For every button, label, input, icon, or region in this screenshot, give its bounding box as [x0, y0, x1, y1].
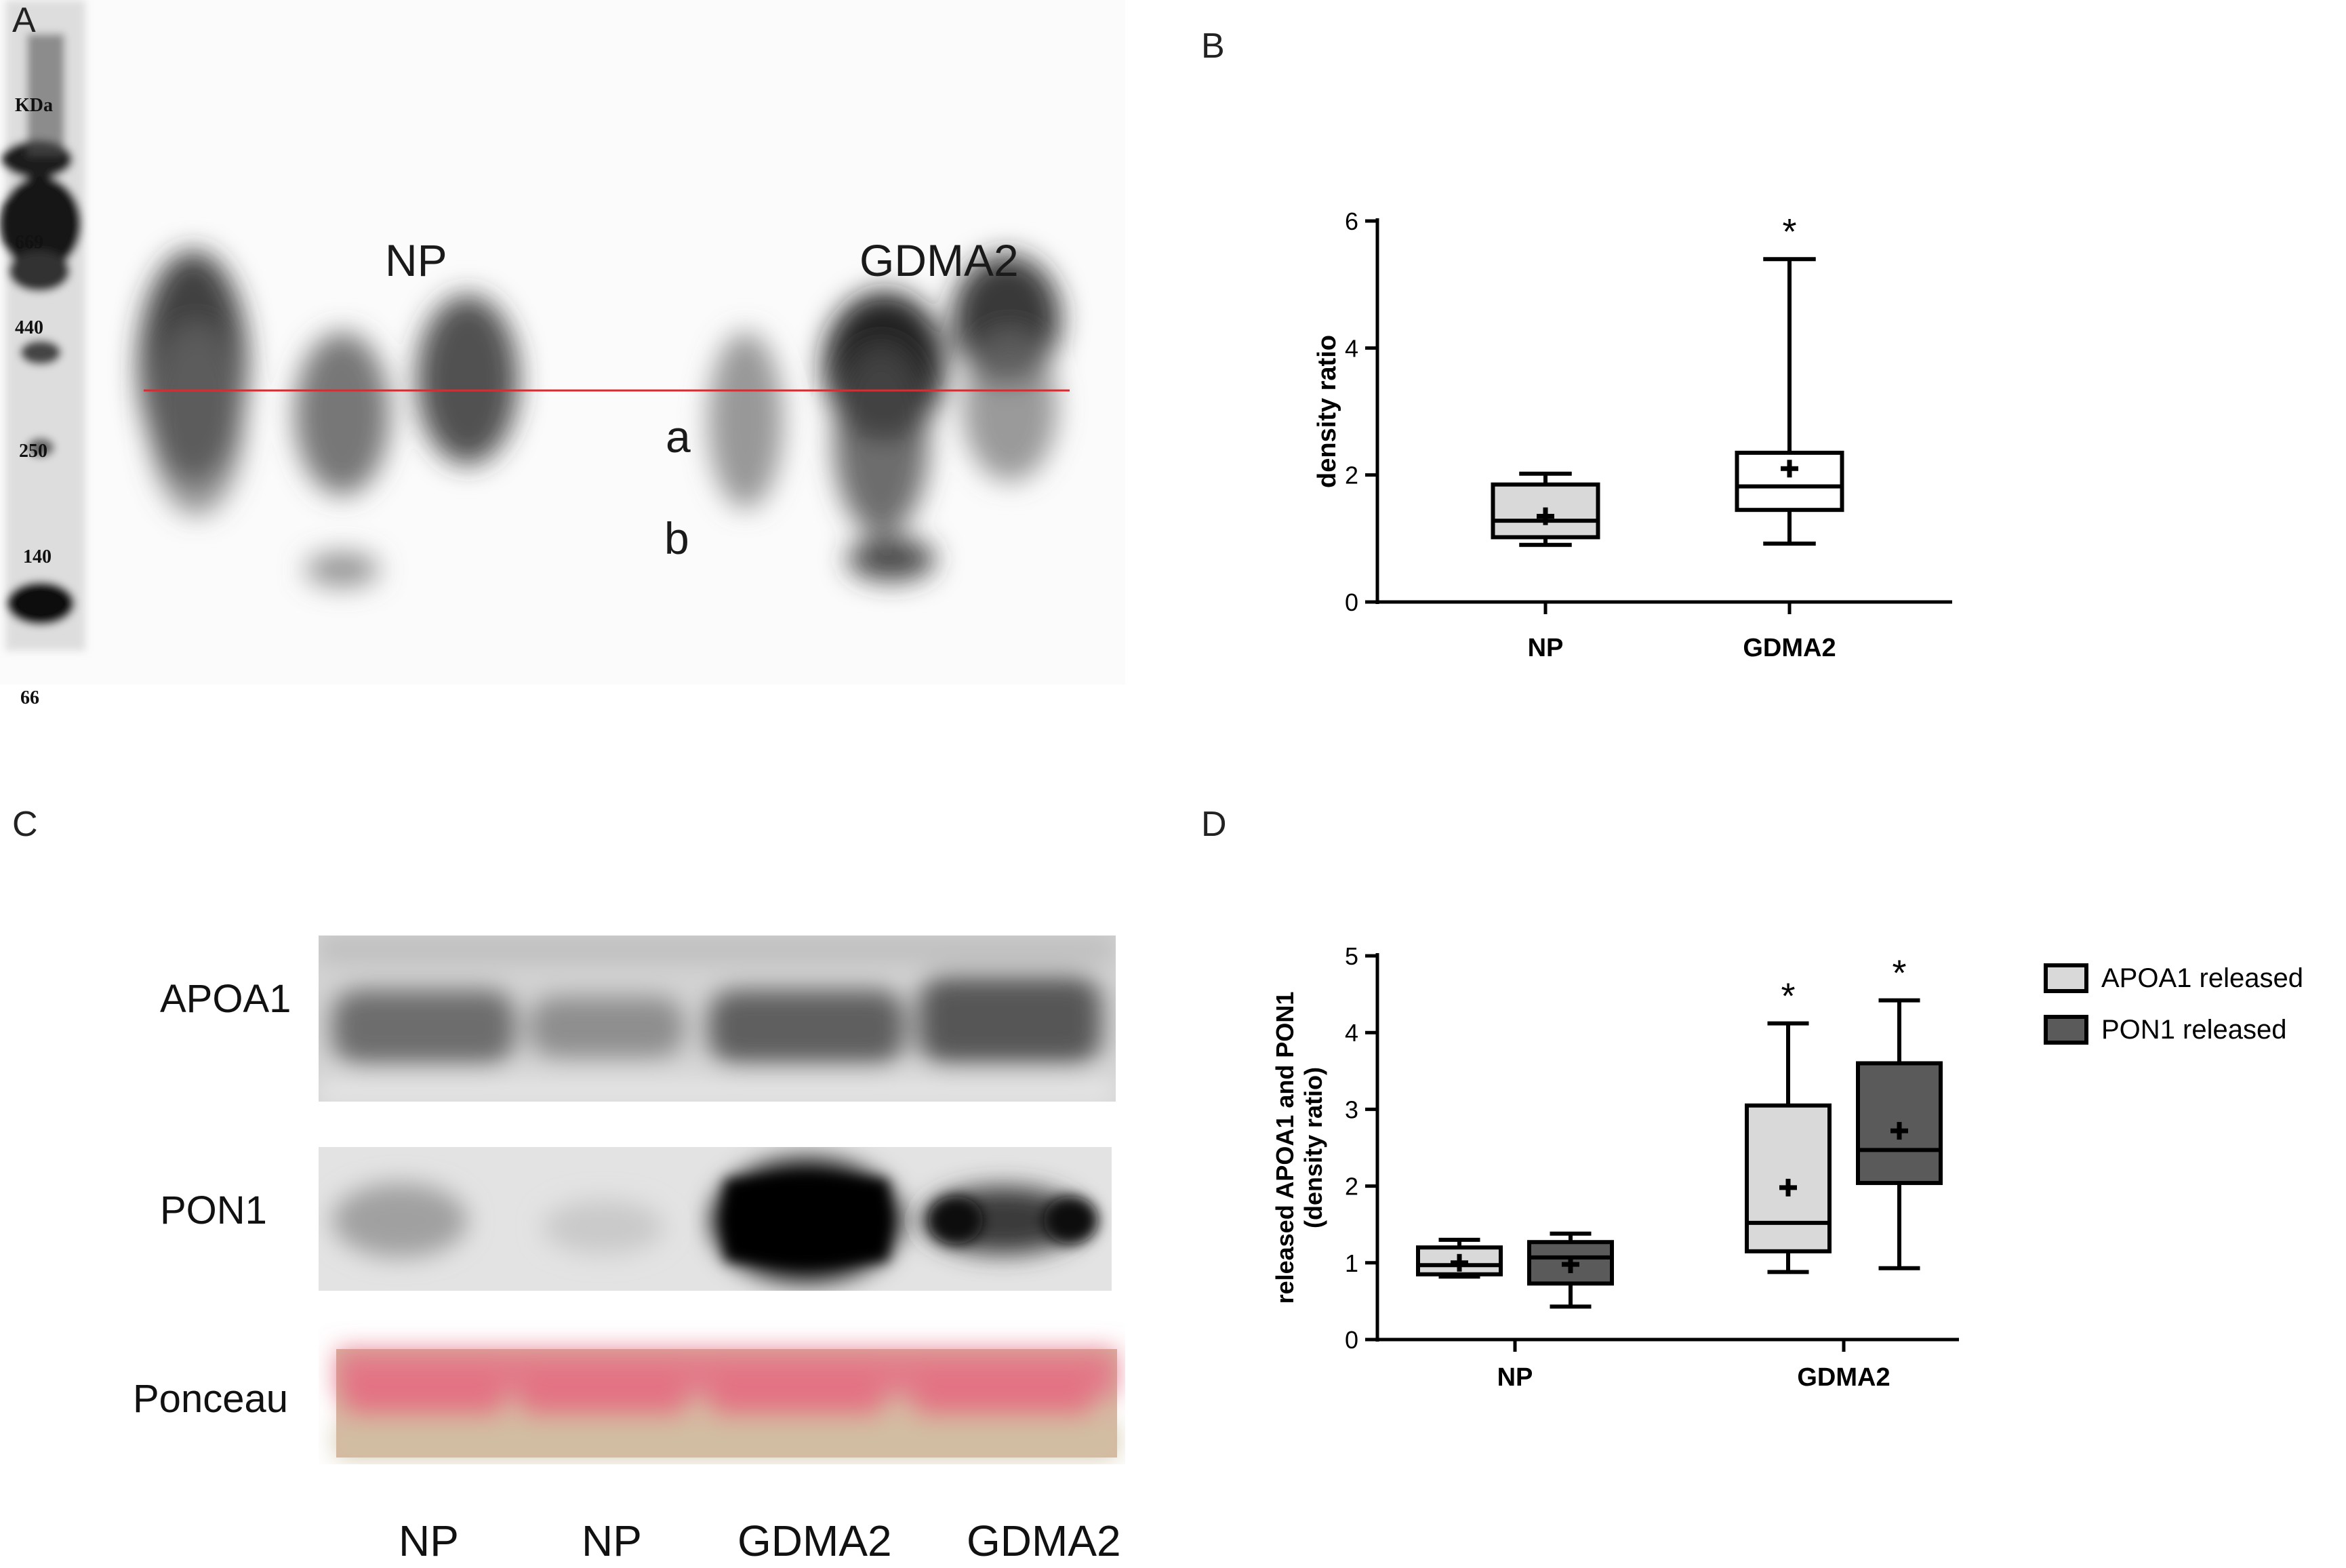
x-tick-label: NP [1528, 634, 1564, 662]
legend-label-1: PON1 released [2101, 1015, 2286, 1045]
significance-marker: * [1892, 953, 1906, 994]
marker-label-250: 250 [19, 441, 47, 462]
marker-label-140: 140 [23, 546, 52, 567]
gel-bands [0, 0, 1070, 651]
y-tick-label: 2 [1345, 1173, 1358, 1201]
box-gdma2-0-box [1745, 1103, 1832, 1253]
np-lanes [139, 251, 519, 586]
x-tick-label: GDMA2 [1743, 634, 1836, 662]
y-tick-label: 4 [1345, 334, 1358, 362]
chart-b: 0 2 4 6 density ratio NP GDMA2 * [1313, 207, 1952, 662]
panel-label-b: B [1201, 26, 1225, 66]
y-tick-label: 1 [1345, 1249, 1358, 1277]
lane-label-4: GDMA2 [967, 1516, 1121, 1565]
lane-label-1: NP [399, 1516, 459, 1565]
legend-swatch-0 [2044, 963, 2088, 993]
lane-label-2: NP [582, 1516, 642, 1565]
panel-label-d: D [1201, 805, 1227, 844]
marker-ladder [0, 0, 85, 651]
y-axis-label: released APOA1 and PON1(density ratio) [1271, 992, 1327, 1304]
box-np-1-box [1527, 1240, 1614, 1286]
panel-label-a: A [12, 1, 36, 40]
significance-marker: * [1782, 212, 1796, 252]
y-axis-label-line: released APOA1 and PON1 [1271, 992, 1299, 1304]
apoa1-blot-strip [319, 936, 1116, 1102]
lane-label-3: GDMA2 [737, 1516, 892, 1565]
y-axis-label: density ratio [1313, 335, 1341, 488]
gel-group-np: NP [385, 235, 447, 285]
marker-label-440: 440 [15, 317, 43, 338]
chart-d: 0 1 2 3 4 5 released APOA1 and PON1(density ra… [1271, 942, 2303, 1392]
blot-label-ponceau: Ponceau [133, 1377, 288, 1421]
significance-marker: * [1781, 976, 1795, 1017]
y-tick-label: 4 [1345, 1019, 1358, 1047]
pon1-blot-strip [319, 1147, 1112, 1291]
legend-label-0: APOA1 released [2101, 963, 2303, 993]
marker-label-669: 669 [15, 232, 43, 253]
y-tick-label: 5 [1345, 942, 1358, 970]
x-tick-label: NP [1497, 1363, 1533, 1392]
band-label-a: a [666, 411, 691, 462]
y-tick-label: 3 [1345, 1095, 1358, 1123]
blot-images [319, 936, 1117, 1458]
blot-label-pon1: PON1 [160, 1188, 267, 1232]
panel-label-c: C [12, 805, 38, 844]
y-axis-label-line: (density ratio) [1299, 1067, 1327, 1228]
marker-label-66: 66 [20, 687, 39, 708]
blot-label-apoa1: APOA1 [160, 977, 291, 1021]
kda-unit-label: KDa [15, 95, 53, 116]
gdma2-lanes [708, 254, 1061, 581]
x-tick-label: GDMA2 [1797, 1363, 1890, 1392]
native-gel-image [0, 0, 1125, 685]
y-tick-label: 6 [1345, 207, 1358, 235]
ponceau-strip [336, 1349, 1117, 1458]
y-tick-label: 2 [1345, 462, 1358, 489]
y-tick-label: 0 [1345, 588, 1358, 616]
legend-swatch-1 [2044, 1015, 2088, 1045]
y-tick-label: 0 [1345, 1326, 1358, 1354]
gel-group-gdma2: GDMA2 [859, 235, 1019, 285]
band-label-b: b [664, 513, 689, 563]
